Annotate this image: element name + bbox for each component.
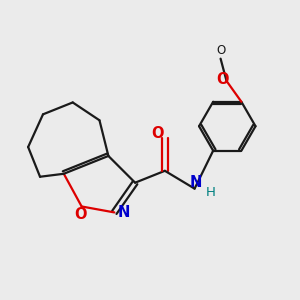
Text: O: O bbox=[217, 72, 229, 87]
Text: O: O bbox=[216, 44, 225, 57]
Text: N: N bbox=[118, 205, 130, 220]
Text: O: O bbox=[151, 126, 164, 141]
Text: N: N bbox=[190, 175, 202, 190]
Text: O: O bbox=[74, 207, 86, 222]
Text: H: H bbox=[206, 186, 216, 199]
